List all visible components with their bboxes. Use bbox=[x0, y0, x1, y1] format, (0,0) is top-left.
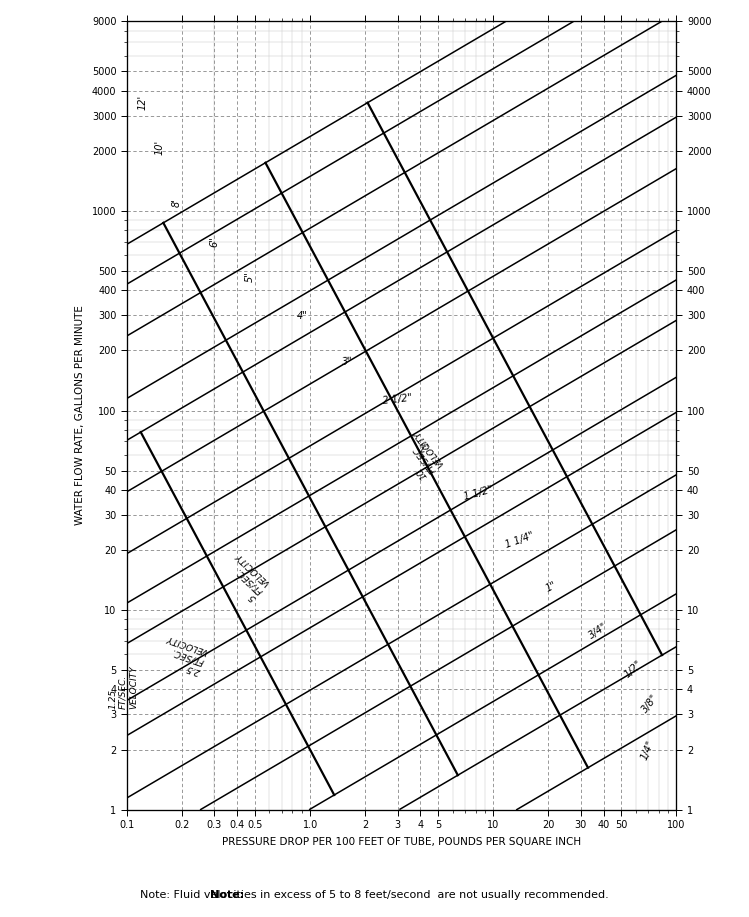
Text: 12': 12' bbox=[138, 95, 148, 110]
Text: Note:: Note: bbox=[210, 890, 243, 900]
Text: 3/4": 3/4" bbox=[587, 622, 610, 641]
Text: 2.5
FT/SEC.
VELOCITY: 2.5 FT/SEC. VELOCITY bbox=[158, 633, 209, 676]
Text: 6": 6" bbox=[210, 237, 219, 247]
Y-axis label: WATER FLOW RATE, GALLONS PER MINUTE: WATER FLOW RATE, GALLONS PER MINUTE bbox=[75, 305, 85, 525]
Text: 1": 1" bbox=[544, 580, 558, 594]
Text: 1 1/2": 1 1/2" bbox=[462, 484, 494, 502]
Text: Note: Fluid velocities in excess of 5 to 8 feet/second  are not usually recommen: Note: Fluid velocities in excess of 5 to… bbox=[140, 890, 609, 900]
Text: 5": 5" bbox=[245, 271, 255, 282]
Text: 3/8": 3/8" bbox=[640, 692, 661, 714]
Text: 1.25
FT/SEC.
VELOCITY: 1.25 FT/SEC. VELOCITY bbox=[108, 665, 138, 709]
Text: 5
FT/SEC.
VELOCITY: 5 FT/SEC. VELOCITY bbox=[220, 551, 272, 602]
Text: 2": 2" bbox=[419, 443, 431, 455]
Text: 10': 10' bbox=[154, 140, 164, 155]
X-axis label: PRESSURE DROP PER 100 FEET OF TUBE, POUNDS PER SQUARE INCH: PRESSURE DROP PER 100 FEET OF TUBE, POUN… bbox=[222, 837, 581, 847]
Text: 1/4": 1/4" bbox=[639, 738, 656, 761]
Text: 4": 4" bbox=[297, 311, 308, 321]
Text: 1 1/4": 1 1/4" bbox=[504, 531, 536, 550]
Text: 8': 8' bbox=[172, 198, 182, 206]
Text: 1/2": 1/2" bbox=[622, 658, 644, 679]
Text: 2 1/2": 2 1/2" bbox=[382, 393, 413, 406]
Text: 3": 3" bbox=[342, 357, 353, 367]
Text: 10
FT/SEC.
VELOCITY: 10 FT/SEC. VELOCITY bbox=[395, 427, 446, 481]
